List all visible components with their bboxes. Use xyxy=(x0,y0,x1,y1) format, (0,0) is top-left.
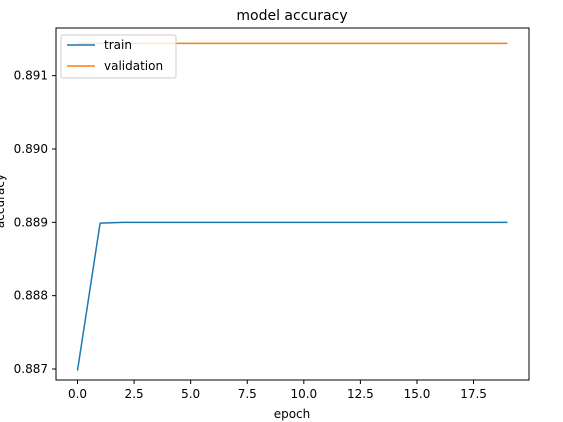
x-tick-label: 15.0 xyxy=(404,387,431,401)
legend-label-train: train xyxy=(104,38,132,52)
y-tick-label: 0.891 xyxy=(14,69,48,83)
x-axis-ticks: 0.0 2.5 5.0 7.5 10.0 12.5 15.0 17.5 xyxy=(68,380,487,401)
y-tick-label: 0.888 xyxy=(14,289,48,303)
y-tick-label: 0.890 xyxy=(14,142,48,156)
plot-frame xyxy=(55,27,530,381)
x-tick-label: 10.0 xyxy=(290,387,317,401)
legend-label-validation: validation xyxy=(104,59,163,73)
x-tick-label: 7.5 xyxy=(238,387,257,401)
x-tick-label: 17.5 xyxy=(460,387,487,401)
y-tick-label: 0.889 xyxy=(14,215,48,229)
x-tick-label: 0.0 xyxy=(68,387,87,401)
y-axis-ticks: 0.887 0.888 0.889 0.890 0.891 xyxy=(14,69,56,376)
x-tick-label: 12.5 xyxy=(347,387,374,401)
x-tick-label: 2.5 xyxy=(125,387,144,401)
series-line-train xyxy=(76,221,508,371)
legend: train validation xyxy=(60,34,177,79)
x-axis-title: epoch xyxy=(274,407,311,421)
y-tick-label: 0.887 xyxy=(14,362,48,376)
plot-area xyxy=(55,27,530,381)
x-tick-label: 5.0 xyxy=(181,387,200,401)
chart-title: model accuracy xyxy=(236,8,347,24)
y-axis-title: accuracy xyxy=(0,174,7,228)
